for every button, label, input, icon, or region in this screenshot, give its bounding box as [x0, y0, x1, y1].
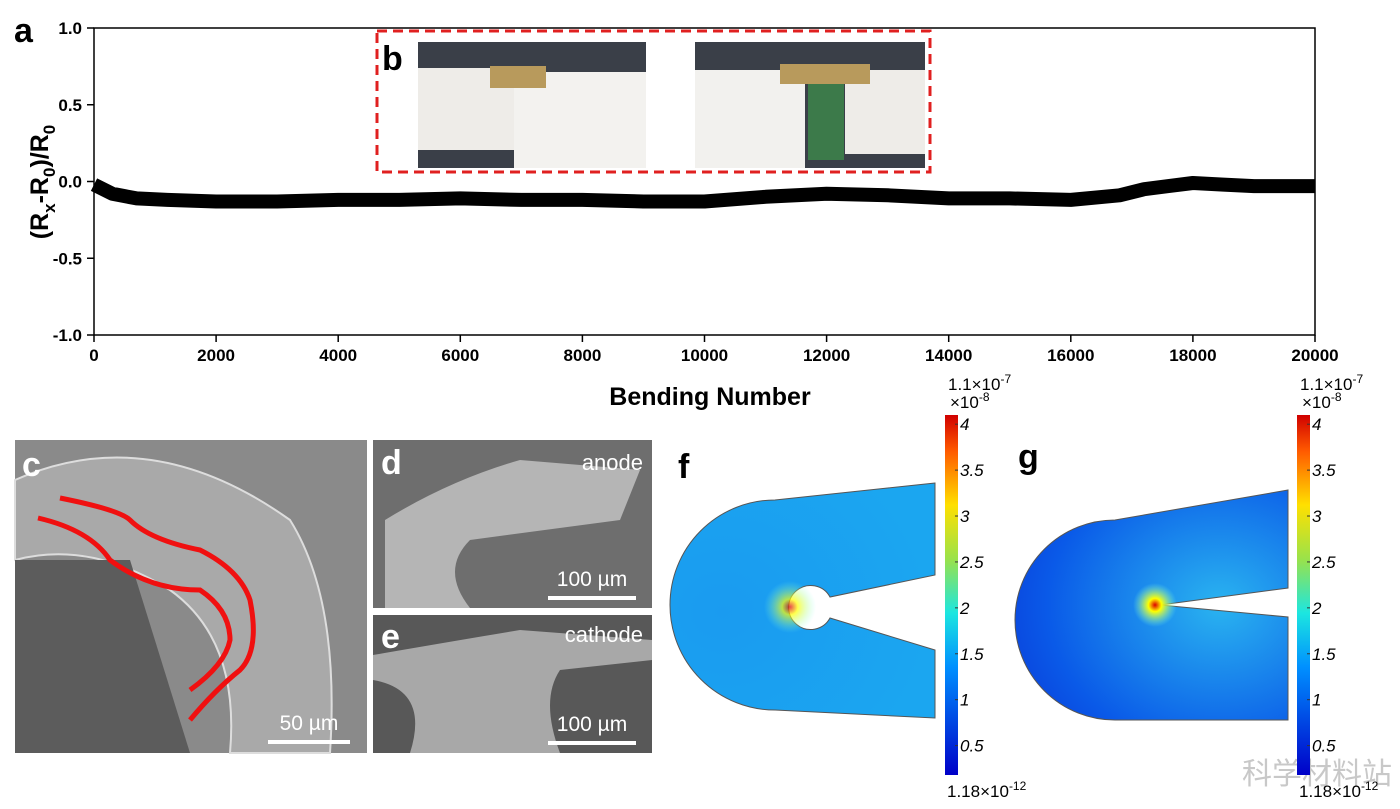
y-axis-label: (Rx-R0)/R0 — [26, 125, 59, 240]
colorbar-min: 1.18×10-12 — [1299, 779, 1379, 801]
y-tick-label: 0.0 — [58, 173, 82, 192]
scale-label: 100 µm — [557, 713, 627, 736]
y-tick-label: -0.5 — [53, 249, 82, 268]
stress-hotspot — [1133, 583, 1177, 627]
colorbar-max: 1.1×10-7 — [948, 372, 1011, 394]
anode-trace — [59, 495, 256, 722]
panel-label: b — [382, 40, 403, 78]
annotation: cathode — [565, 622, 643, 647]
photo-clamp — [490, 66, 546, 88]
colorbar-max: 1.1×10-7 — [1300, 372, 1363, 394]
y-tick-label: 1.0 — [58, 19, 82, 38]
scale-label: 100 µm — [557, 568, 627, 591]
colorbar-max-base: 1.1×10 — [948, 375, 1000, 394]
panel-label: d — [381, 444, 402, 482]
colorbar-tick-label: 2.5 — [1311, 553, 1336, 572]
colorbar-tick-label: 2 — [959, 599, 970, 618]
x-tick-label: 0 — [89, 346, 98, 365]
colorbar-tick-label: 1.5 — [1312, 645, 1336, 664]
x-tick-label: 20000 — [1291, 346, 1338, 365]
x-axis-label: Bending Number — [609, 383, 811, 411]
x-tick-label: 12000 — [803, 346, 850, 365]
photo-clamp — [780, 64, 870, 84]
colorbar-tick-label: 4 — [960, 415, 969, 434]
stress-hotspot — [764, 581, 816, 633]
panel-label: a — [14, 12, 34, 50]
colorbar-tick-label: 3 — [1312, 507, 1322, 526]
colorbar-scale-exp: -8 — [1331, 390, 1342, 404]
x-tick-label: 18000 — [1169, 346, 1216, 365]
panel-label: f — [678, 448, 690, 486]
y-label-part: )/R — [26, 134, 54, 167]
watermark: 科学材料站 — [1242, 758, 1392, 791]
y-tick-label: 0.5 — [58, 96, 82, 115]
colorbar-min-exp: -12 — [1009, 779, 1027, 793]
sem-image-d: d anode 100 µm — [373, 440, 652, 608]
colorbar-tick-label: 3 — [960, 507, 970, 526]
colorbar-min: 1.18×10-12 — [947, 779, 1027, 801]
panel-label: c — [22, 446, 41, 484]
cathode-trace — [37, 515, 233, 693]
photo-sample — [808, 80, 844, 160]
x-tick-label: 10000 — [681, 346, 728, 365]
sem-image-c: c 50 µm — [14, 440, 367, 754]
y-label-part: (R — [26, 213, 54, 239]
colorbar-tick-label: 0.5 — [1312, 737, 1336, 756]
x-tick-label: 6000 — [441, 346, 479, 365]
colorbar-tick-label: 2.5 — [959, 553, 984, 572]
colorbar-min-exp: -12 — [1361, 779, 1379, 793]
x-tick-label: 2000 — [197, 346, 235, 365]
colorbar-tick-label: 4 — [1312, 415, 1321, 434]
y-label-sub: x — [40, 203, 59, 213]
y-tick-label: -1.0 — [53, 326, 82, 345]
panel-label: g — [1018, 438, 1039, 476]
colorbar-max-exp: -7 — [1352, 372, 1363, 386]
colorbar-max-exp: -7 — [1000, 372, 1011, 386]
colorbar-tick-label: 1 — [1312, 691, 1321, 710]
colorbar-scale: ×10-8 — [1302, 390, 1342, 412]
colorbar-min-base: 1.18×10 — [1299, 782, 1361, 801]
colorbar-min-base: 1.18×10 — [947, 782, 1009, 801]
colorbar-tick-label: 1.5 — [960, 645, 984, 664]
y-label-part: -R — [26, 177, 54, 203]
colorbar-scale-base: ×10 — [1302, 393, 1331, 412]
y-label-sub: 0 — [40, 125, 59, 134]
colorbar-scale: ×10-8 — [950, 390, 990, 412]
colorbar-tick-label: 3.5 — [960, 461, 984, 480]
colorbar-tick-label: 0.5 — [960, 737, 984, 756]
annotation: anode — [582, 450, 643, 475]
colorbar-tick-label: 2 — [1311, 599, 1322, 618]
colorbar-max-base: 1.1×10 — [1300, 375, 1352, 394]
panel-label: e — [381, 618, 400, 656]
y-label-sub: 0 — [40, 168, 59, 177]
sem-electrode — [385, 460, 640, 608]
colorbar-scale-exp: -8 — [979, 390, 990, 404]
colorbar-scale-base: ×10 — [950, 393, 979, 412]
inset-b: b — [375, 29, 932, 174]
colorbar-tick-label: 1 — [960, 691, 969, 710]
x-tick-label: 4000 — [319, 346, 357, 365]
colorbar-tick-label: 3.5 — [1312, 461, 1336, 480]
x-tick-label: 14000 — [925, 346, 972, 365]
sem-image-e: e cathode 100 µm — [373, 615, 652, 753]
colorbar — [945, 415, 958, 775]
colorbar — [1297, 415, 1310, 775]
data-line — [90, 176, 1315, 209]
x-tick-label: 16000 — [1047, 346, 1094, 365]
sem-electrode — [373, 630, 652, 753]
photo-block — [695, 70, 805, 168]
scale-label: 50 µm — [280, 712, 339, 735]
x-tick-label: 8000 — [563, 346, 601, 365]
sem-shadow — [15, 560, 190, 753]
